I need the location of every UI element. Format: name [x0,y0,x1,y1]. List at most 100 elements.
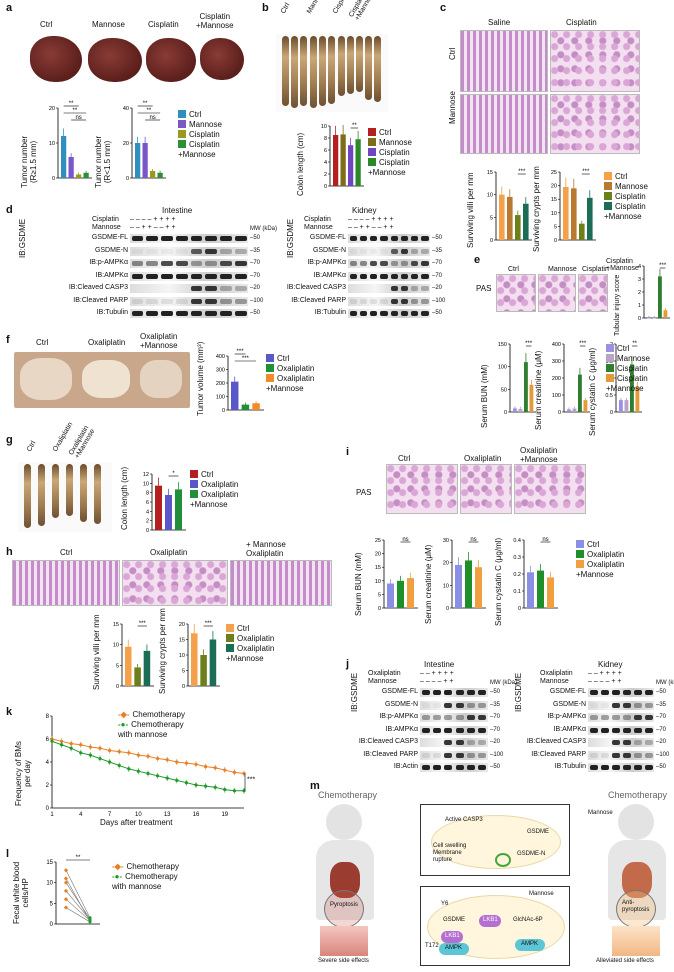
bar [209,639,217,686]
legend-swatch [178,140,186,148]
blot-band [220,311,232,316]
data-point [165,758,169,762]
bar [135,143,141,178]
legend-swatch [178,130,186,138]
blot-band [600,690,609,695]
e-score-ylabel: Tubular injury score [614,274,621,336]
m-right-title: Chemotherapy [608,790,668,800]
h-legend-2: Oxaliplatin +Mannose [226,644,275,663]
l-legend: -◆- Chemotherapy -●- Chemotherapy with man… [112,862,179,892]
f-ylabel: Tumor volume (mm³) [196,341,205,416]
blot-band [234,261,247,266]
data-point [117,763,121,768]
y-tick-label: 15 [375,565,381,571]
histology-c-saline-mannose [460,94,548,154]
mw-mark: –70 [656,714,667,720]
c-legend-3: Cisplatin +Mannose [604,202,646,221]
blot-row-label: IB:Tubulin [96,309,128,316]
head-right [618,804,654,840]
m-left-title: Chemotherapy [318,790,378,800]
mw-mark: –70 [490,726,501,733]
m-right-organ: Anti- pyroptosis [622,900,650,913]
blot-band [432,752,442,758]
mw-label: MW (kDa) [656,680,674,686]
f-legend: Ctrl Oxaliplatin Oxaliplatin +Mannose [266,354,314,394]
y-tick-label: 6 [46,737,50,743]
blot-band [161,248,173,254]
blot-band [131,298,144,304]
bar [572,408,577,412]
blot-band [466,752,476,758]
blot-band [390,261,398,266]
panel-label-i: i [346,446,350,458]
blot-band [622,765,631,770]
sig-label: ns [470,537,476,543]
data-point [98,746,102,750]
y-tick-label: 20 [375,552,381,558]
i-group-ctrl: Ctrl [398,454,411,463]
mw-mark: –50 [656,689,667,695]
g-legend-0: Ctrl [201,470,214,479]
legend-swatch [604,182,612,190]
blot-row-label: GSDME-FL [549,688,586,695]
data-point [204,765,208,769]
blot-band [622,740,631,745]
chart-c2: 0 5 10 15 20 25 *** [551,169,596,244]
legend-marker: -●- [112,872,123,881]
k-legend: -◆- Chemotherapy -●- Chemotherapy with man… [118,710,185,740]
chart-h2: 0 5 10 15 20 *** [179,621,220,690]
bar [475,567,482,608]
pair-line [65,907,91,923]
blot-band [622,715,631,720]
blot-band [622,702,631,708]
blot-row-label: GSDME-N [384,700,418,708]
sig-label: *** [659,263,667,269]
blot-band [444,702,453,708]
western-blot-j-intestine: Intestine Oxaliplatin – – + + + + Mannose – … [350,660,517,774]
blot-band [359,298,367,304]
bar [142,143,148,178]
e-ylabel-1: Serum BUN (mM) [480,364,489,428]
blot-strip [130,234,248,243]
blot-band [411,236,419,241]
i-stain: PAS [356,488,372,497]
blot-band [400,311,408,316]
blot-band [146,248,158,254]
blot-band [205,298,217,304]
c-row-mannose: Mannose [448,91,457,124]
y-tick-label: 10 [113,643,119,649]
legend-swatch [604,202,612,210]
y-tick-label: 10 [487,193,493,199]
blot-band [161,311,173,316]
sig-label: ns [542,537,548,543]
blot-band [400,236,408,241]
a-legend-2: Cisplatin [189,130,220,139]
y-tick-label: 20 [179,622,185,628]
anti-pyroptosis-box: Mannose GSDME Y6 LKB1 LKB1 AMPK AMPK T17… [420,886,570,966]
blot-strip [348,234,430,243]
bar [165,495,172,530]
c-row-ctrl: Ctrl [448,47,457,60]
legend-swatch [368,148,376,156]
m-left-organ: Pyroptosis [330,902,359,908]
y-tick-label: 0 [446,606,449,612]
ib-side-label: IB:GSDME [350,672,359,712]
blot-band [370,311,378,316]
bar [387,583,394,608]
y-tick-label: 300 [552,359,561,365]
western-blot-d-intestine: Intestine Cisplatin – – – – + + + + Mannose… [12,206,332,326]
y-tick-label: 6 [146,500,149,506]
blot-strip [130,309,248,318]
f-group-oxaliplatin: Oxaliplatin [88,338,126,347]
bar [663,310,668,318]
mw-mark: –70 [432,272,443,279]
bar [355,139,361,186]
legend-swatch [226,634,234,642]
y-tick-label: 10 [375,579,381,585]
blot-band [644,727,653,733]
blot-row-label: GSDME-FL [309,234,346,241]
blot-strip [588,713,654,722]
mw-mark: –50 [432,235,443,241]
blot-band [455,715,464,720]
h-legend: Ctrl Oxaliplatin Oxaliplatin +Mannose [226,624,274,664]
